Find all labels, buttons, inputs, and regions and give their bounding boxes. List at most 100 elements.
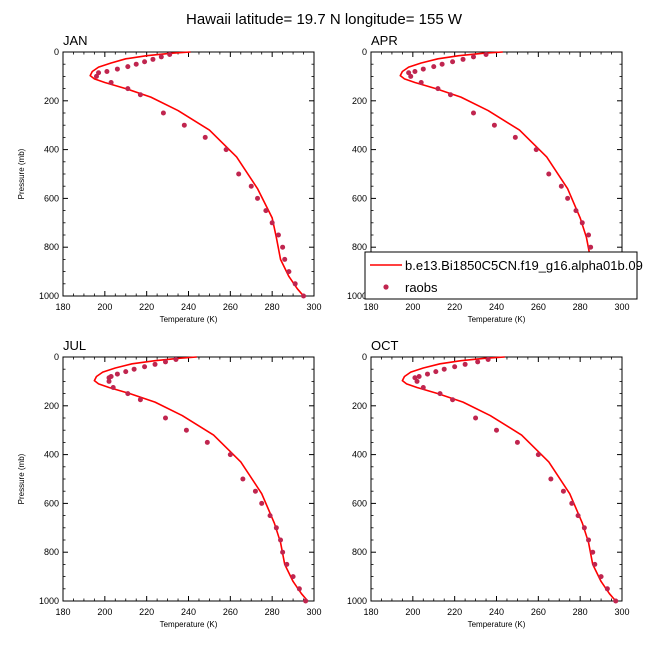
y-tick-label: 800 xyxy=(352,242,367,252)
obs-point xyxy=(560,488,566,494)
y-tick-label: 0 xyxy=(54,352,59,362)
obs-point xyxy=(240,476,246,482)
x-axis-label: Temperature (K) xyxy=(160,620,218,629)
x-tick-label: 280 xyxy=(573,607,588,617)
x-tick-label: 240 xyxy=(489,302,504,312)
x-tick-label: 260 xyxy=(531,607,546,617)
y-tick-label: 600 xyxy=(44,193,59,203)
obs-point xyxy=(475,359,481,365)
obs-point xyxy=(613,598,619,604)
obs-point xyxy=(581,525,587,531)
x-tick-label: 260 xyxy=(223,302,238,312)
x-tick-label: 200 xyxy=(405,607,420,617)
obs-point xyxy=(437,391,443,397)
y-tick-label: 800 xyxy=(44,242,59,252)
obs-point xyxy=(173,356,179,362)
obs-point xyxy=(125,391,131,397)
obs-point xyxy=(441,366,447,372)
obs-point xyxy=(110,385,116,390)
model-line-oct xyxy=(401,356,617,602)
obs-point xyxy=(420,66,426,72)
x-tick-label: 240 xyxy=(181,302,196,312)
obs-point xyxy=(412,69,418,75)
y-tick-label: 400 xyxy=(44,450,59,460)
obs-point xyxy=(439,61,445,67)
obs-point xyxy=(408,73,414,79)
obs-point xyxy=(267,513,273,519)
obs-point xyxy=(96,70,102,76)
obs-point xyxy=(483,51,489,57)
obs-point xyxy=(579,220,585,226)
obs-point xyxy=(435,86,441,92)
obs-point xyxy=(514,439,520,445)
x-axis-label: Temperature (K) xyxy=(468,315,526,324)
y-tick-label: 800 xyxy=(44,547,59,557)
y-tick-label: 800 xyxy=(352,547,367,557)
obs-point xyxy=(301,293,307,299)
obs-point xyxy=(535,452,541,458)
obs-point xyxy=(303,598,309,604)
obs-point xyxy=(569,500,575,506)
obs-point xyxy=(280,549,286,555)
legend: b.e13.Bi1850C5CN.f19_g16.alpha01b.09 rao… xyxy=(364,251,643,300)
obs-point xyxy=(592,561,598,567)
panels: JAN 180 200 220 240 260 280 300 0 200 400 600 800 100… xyxy=(17,33,630,629)
x-axis-label: Temperature (K) xyxy=(468,620,526,629)
obs-point xyxy=(252,488,258,494)
obs-point xyxy=(183,427,189,433)
x-tick-label: 240 xyxy=(489,607,504,617)
obs-point xyxy=(236,171,242,177)
obs-point xyxy=(133,61,139,67)
obs-point xyxy=(114,371,120,377)
y-tick-label: 200 xyxy=(352,96,367,106)
obs-point xyxy=(412,375,418,381)
y-tick-label: 400 xyxy=(352,450,367,460)
obs-point xyxy=(286,269,292,275)
obs-point xyxy=(450,59,456,65)
obs-point xyxy=(125,64,131,70)
obs-point xyxy=(104,69,110,75)
obs-point xyxy=(424,371,430,377)
obs-point xyxy=(152,361,158,367)
x-tick-label: 260 xyxy=(531,302,546,312)
obs-point xyxy=(108,80,114,85)
x-tick-label: 260 xyxy=(223,607,238,617)
panel-jul: JUL 180 200 220 240 260 280 300 0 200 400 600 800 100… xyxy=(17,338,322,629)
obs-point xyxy=(273,525,279,531)
obs-point xyxy=(588,244,594,250)
obs-point xyxy=(282,256,288,262)
obs-point xyxy=(416,374,422,380)
obs-point xyxy=(181,122,187,128)
obs-point xyxy=(160,110,166,116)
legend-model-label: b.e13.Bi1850C5CN.f19_g16.alpha01b.09 xyxy=(405,258,643,273)
obs-point xyxy=(223,147,229,153)
obs-point xyxy=(546,171,552,177)
x-tick-label: 280 xyxy=(265,302,280,312)
panel-jan: JAN 180 200 220 240 260 280 300 0 200 400 600 800 100… xyxy=(17,33,322,324)
x-tick-label: 280 xyxy=(573,302,588,312)
axis-frame xyxy=(62,356,315,602)
y-tick-label: 1000 xyxy=(39,596,59,606)
figure-title: Hawaii latitude= 19.7 N longitude= 155 W xyxy=(186,11,463,28)
obs-point xyxy=(512,134,518,140)
x-tick-label: 180 xyxy=(55,302,70,312)
obs-point xyxy=(460,56,466,62)
obs-point xyxy=(485,356,491,362)
x-tick-label: 300 xyxy=(614,302,629,312)
y-tick-label: 600 xyxy=(352,193,367,203)
obs-point xyxy=(167,51,173,57)
obs-point xyxy=(494,427,499,433)
y-tick-label: 600 xyxy=(352,498,367,508)
panel-title-apr: APR xyxy=(371,33,398,48)
obs-point xyxy=(586,537,592,543)
y-tick-label: 1000 xyxy=(39,291,59,301)
obs-point xyxy=(418,80,424,85)
x-tick-label: 220 xyxy=(447,302,462,312)
obs-point xyxy=(137,92,143,98)
obs-point xyxy=(452,364,458,370)
legend-obs-label: raobs xyxy=(405,280,438,295)
obs-point xyxy=(406,70,412,76)
x-tick-label: 300 xyxy=(306,302,321,312)
y-axis-label: Pressure (mb) xyxy=(17,453,26,504)
obs-point xyxy=(447,92,453,98)
